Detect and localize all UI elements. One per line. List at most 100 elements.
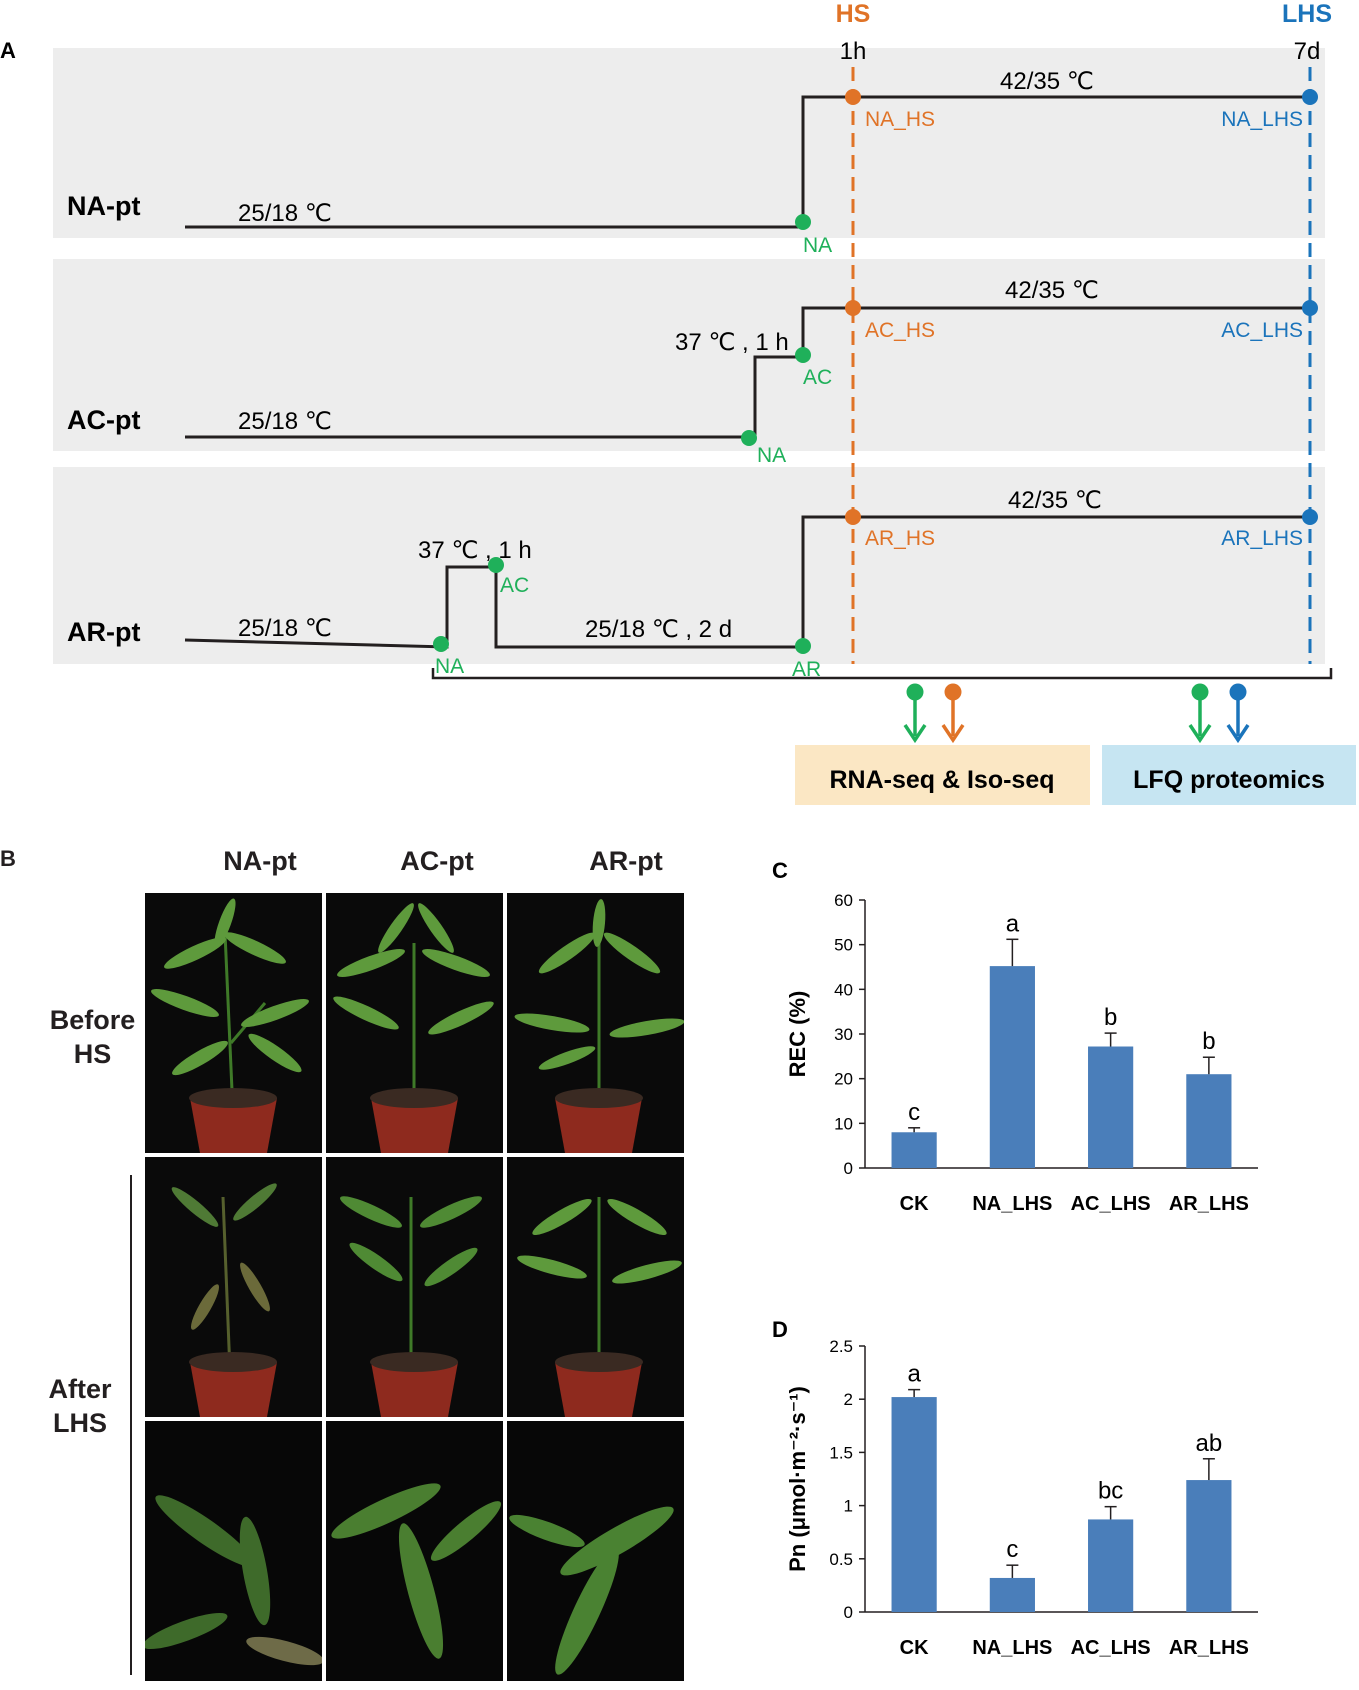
panel-c-letter: C [772, 858, 788, 883]
panel-a-letter: A [0, 38, 16, 63]
ac-heat-temp: 42/35 ℃ [1005, 277, 1099, 304]
pn-bar-na-lhs [989, 1577, 1035, 1612]
ac-ac-marker [795, 347, 811, 363]
proteomics-blue-arrow [1226, 683, 1250, 744]
rec-bar-ac-lhs [1088, 1046, 1134, 1168]
pn-category-label: NA_LHS [972, 1637, 1052, 1659]
na-pt-label: NA-pt [67, 191, 140, 221]
rec-category-label: NA_LHS [972, 1193, 1052, 1215]
photo-na-after-lhs [145, 1157, 322, 1417]
na-row-background [53, 48, 1325, 238]
panel-b-letter: B [0, 846, 16, 871]
na-base-temp: 25/18 ℃ [238, 200, 332, 227]
rec-y-tick-label: 30 [834, 1025, 853, 1044]
ac-na-label: NA [757, 444, 786, 467]
ar-na-label: NA [435, 655, 464, 678]
proteomics-box [1102, 745, 1356, 805]
pn-significance-letter: c [1006, 1536, 1018, 1563]
photo-ar-before-hs [507, 893, 684, 1153]
ac-hs-marker [845, 300, 861, 316]
hs-header: HS [836, 0, 871, 28]
pn-y-tick-label: 1.5 [829, 1443, 853, 1462]
photo-ar-closeup [507, 1421, 684, 1681]
na-heat-temp: 42/35 ℃ [1000, 68, 1094, 95]
photo-na-before-hs [145, 893, 322, 1153]
rec-significance-letter: a [1006, 910, 1020, 937]
pn-y-tick-label: 2 [844, 1390, 853, 1409]
rec-y-axis-label: REC (%) [785, 991, 810, 1078]
rec-category-label: AC_LHS [1071, 1193, 1151, 1215]
ar-base-temp: 25/18 ℃ [238, 615, 332, 642]
pn-significance-letter: ab [1196, 1430, 1223, 1457]
na-lhs-label: NA_LHS [1221, 108, 1303, 131]
na-lhs-marker [1302, 89, 1318, 105]
pn-category-label: AR_LHS [1169, 1637, 1249, 1659]
column-label-na-pt: NA-pt [223, 846, 297, 876]
rec-y-tick-label: 20 [834, 1070, 853, 1089]
pn-bar-ar-lhs [1186, 1480, 1232, 1612]
sampling-bracket [431, 668, 1333, 680]
row-label-after-line2: LHS [53, 1408, 107, 1438]
rec-y-tick-label: 10 [834, 1114, 853, 1133]
photo-ac-before-hs [326, 893, 503, 1153]
photo-ac-after-lhs [326, 1157, 503, 1417]
pn-y-tick-label: 2.5 [829, 1337, 853, 1356]
chart-pn: 0 0.5 1 1.5 2 2.5 Pn (μmol·m⁻²·s⁻¹) a CK c NA_LHS b… [785, 1337, 1258, 1659]
pn-bar-ac-lhs [1088, 1519, 1134, 1612]
ar-timeline [184, 515, 1310, 649]
rnaseq-box-label: RNA-seq & Iso-seq [829, 766, 1054, 794]
rec-y-tick-label: 40 [834, 980, 853, 999]
rnaseq-orange-arrow [941, 683, 965, 744]
column-label-ac-pt: AC-pt [400, 846, 474, 876]
ar-ac-label: AC [500, 574, 529, 597]
row-label-after-line1: After [48, 1374, 112, 1404]
row-label-before-line2: HS [73, 1039, 112, 1069]
column-label-ar-pt: AR-pt [589, 846, 663, 876]
ar-ar-label: AR [792, 658, 821, 681]
ar-row-background [53, 467, 1325, 664]
rec-y-tick-label: 50 [834, 936, 853, 955]
ar-lhs-label: AR_LHS [1221, 527, 1303, 550]
ac-na-marker [741, 430, 757, 446]
photo-ac-closeup [326, 1421, 503, 1681]
ac-pt-label: AC-pt [67, 405, 140, 435]
pn-bar-ck [891, 1397, 937, 1612]
pn-y-tick-label: 0.5 [829, 1550, 853, 1569]
row-label-before-hs: Before HS [35, 1003, 150, 1071]
pn-y-tick-label: 0 [844, 1603, 853, 1622]
ar-pt-label: AR-pt [67, 617, 140, 647]
pn-y-tick-label: 1 [844, 1497, 853, 1516]
ar-na-marker [433, 636, 449, 652]
ar-heat-temp: 42/35 ℃ [1008, 487, 1102, 514]
pn-significance-letter: a [907, 1361, 921, 1388]
rec-significance-letter: b [1104, 1004, 1117, 1031]
pn-category-label: AC_LHS [1071, 1637, 1151, 1659]
rec-category-label: CK [900, 1193, 929, 1215]
na-hs-label: NA_HS [865, 108, 935, 131]
photo-na-closeup [145, 1421, 322, 1681]
ar-ar-marker [795, 638, 811, 654]
ar-lhs-marker [1302, 509, 1318, 525]
rec-bar-na-lhs [989, 966, 1035, 1168]
pn-y-axis-label: Pn (μmol·m⁻²·s⁻¹) [785, 1386, 810, 1572]
time-7d-label: 7d [1294, 38, 1321, 65]
ac-base-temp: 25/18 ℃ [238, 408, 332, 435]
plant-photo-grid [145, 893, 684, 1681]
after-lhs-bracket-line [130, 1175, 132, 1675]
ar-recovery-temp: 25/18 ℃ , 2 d [585, 616, 732, 643]
panel-a-diagram: A HS LHS 1h 7d NA-pt 25/18 ℃ 42/35 ℃ NA … [0, 0, 1356, 805]
ar-accl-temp: 37 ℃ , 1 h [418, 537, 532, 564]
na-point-label: NA [803, 234, 832, 257]
na-hs-marker [845, 89, 861, 105]
ac-row-background [53, 259, 1325, 451]
pn-category-label: CK [900, 1637, 929, 1659]
rec-bar-ck [891, 1132, 937, 1168]
time-1h-label: 1h [840, 38, 867, 65]
pn-significance-letter: bc [1098, 1478, 1123, 1505]
na-point-marker [795, 214, 811, 230]
row-label-before-line1: Before [49, 1005, 136, 1035]
lhs-header: LHS [1282, 0, 1332, 28]
ac-hs-label: AC_HS [865, 319, 935, 342]
proteomics-green-arrow [1188, 683, 1212, 744]
rec-y-tick-label: 0 [844, 1159, 853, 1178]
